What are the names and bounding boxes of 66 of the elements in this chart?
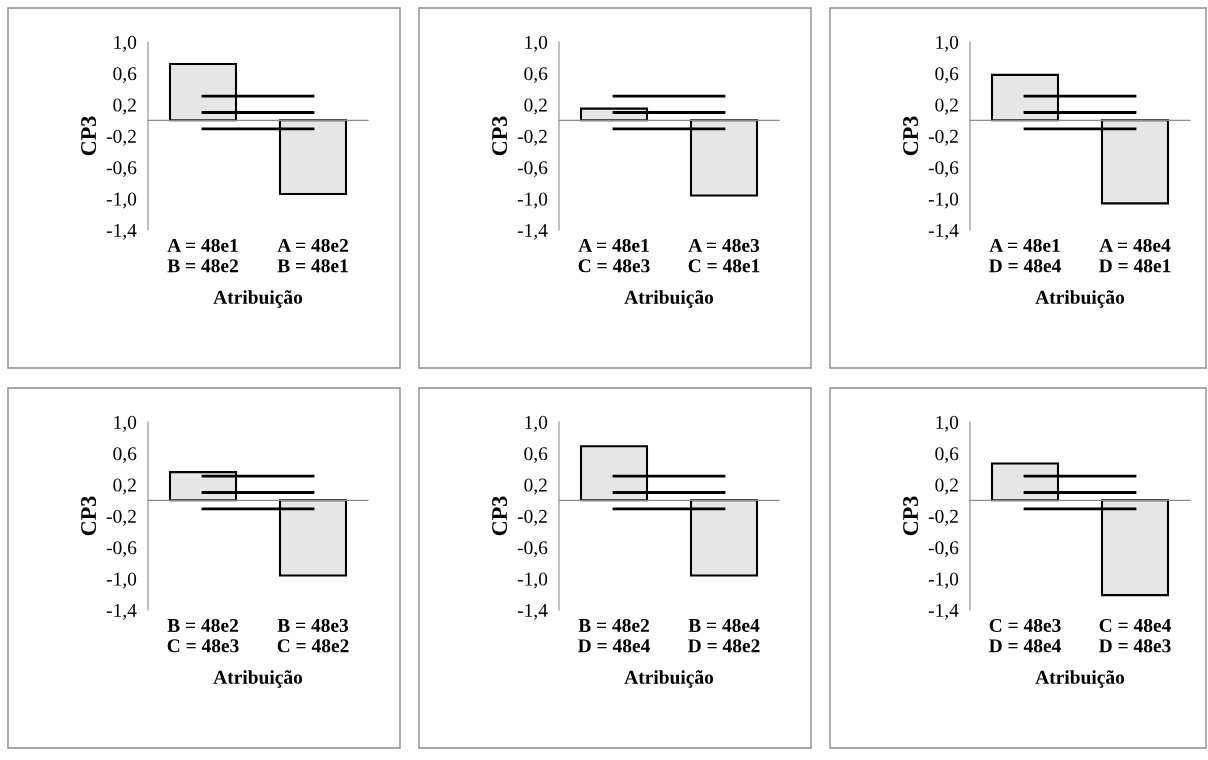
x-tick-label: B = 48e3 C = 48e2 bbox=[277, 618, 349, 653]
x-tick-label: C = 48e4 D = 48e3 bbox=[1099, 618, 1171, 653]
y-tick-label: -0,6 bbox=[106, 541, 137, 558]
y-tick-label: -0,2 bbox=[928, 129, 958, 146]
y-tick-label: -1,0 bbox=[106, 572, 137, 589]
x-tick-label: A = 48e3 C = 48e1 bbox=[688, 238, 760, 273]
y-axis-title: CP3 bbox=[903, 116, 919, 156]
y-tick-label: -1,0 bbox=[106, 192, 137, 209]
y-tick-label: 1,0 bbox=[936, 415, 959, 432]
y-tick-label: -1,4 bbox=[928, 223, 959, 240]
y-tick-label: -1,0 bbox=[517, 572, 548, 589]
x-tick-label: B = 48e2 C = 48e3 bbox=[167, 618, 239, 653]
y-tick-label: 1,0 bbox=[525, 35, 548, 52]
x-axis-title: Atribuição bbox=[1035, 290, 1125, 308]
x-axis-title: Atribuição bbox=[213, 670, 303, 688]
y-axis-title: CP3 bbox=[81, 116, 97, 156]
y-tick-label: 1,0 bbox=[114, 415, 137, 432]
y-tick-label: 0,2 bbox=[113, 478, 136, 495]
y-tick-label: 0,2 bbox=[113, 98, 136, 115]
x-tick-label: B = 48e4 D = 48e2 bbox=[688, 618, 760, 653]
y-tick-label: -0,6 bbox=[928, 541, 959, 558]
y-tick-label: -0,2 bbox=[928, 509, 958, 526]
x-axis-title: Atribuição bbox=[1035, 670, 1125, 688]
y-tick-label: -0,6 bbox=[517, 541, 548, 558]
x-tick-label: B = 48e2 D = 48e4 bbox=[578, 618, 650, 653]
x-axis-title: Atribuição bbox=[624, 290, 714, 308]
y-tick-label: -1,4 bbox=[517, 603, 548, 620]
x-tick-label: C = 48e3 D = 48e4 bbox=[989, 618, 1061, 653]
y-tick-label: 0,6 bbox=[113, 447, 137, 464]
y-tick-label: 0,6 bbox=[935, 67, 959, 84]
y-tick-label: 1,0 bbox=[114, 35, 137, 52]
y-tick-label: -0,6 bbox=[928, 161, 959, 178]
y-tick-label: -0,6 bbox=[517, 161, 548, 178]
y-tick-label: 0,2 bbox=[524, 98, 547, 115]
y-tick-label: -1,0 bbox=[928, 192, 959, 209]
y-tick-label: 0,6 bbox=[935, 447, 959, 464]
y-axis-title: CP3 bbox=[492, 496, 508, 536]
x-tick-label: A = 48e1 B = 48e2 bbox=[167, 238, 238, 273]
y-tick-label: -0,2 bbox=[517, 129, 547, 146]
x-tick-label: A = 48e4 D = 48e1 bbox=[1099, 238, 1171, 273]
y-tick-label: 0,6 bbox=[113, 67, 137, 84]
y-tick-label: -0,2 bbox=[106, 129, 136, 146]
y-tick-label: -0,6 bbox=[106, 161, 137, 178]
y-tick-label: -0,2 bbox=[517, 509, 547, 526]
x-tick-label: A = 48e1 C = 48e3 bbox=[578, 238, 650, 273]
x-axis-title: Atribuição bbox=[624, 670, 714, 688]
y-axis-title: CP3 bbox=[492, 116, 508, 156]
y-tick-label: 0,6 bbox=[524, 67, 548, 84]
y-tick-label: 0,2 bbox=[935, 478, 958, 495]
y-tick-label: -0,2 bbox=[106, 509, 136, 526]
y-tick-label: -1,0 bbox=[928, 572, 959, 589]
x-tick-label: A = 48e2 B = 48e1 bbox=[277, 238, 348, 273]
y-tick-label: 1,0 bbox=[525, 415, 548, 432]
y-tick-label: -1,4 bbox=[106, 223, 137, 240]
y-tick-label: -1,4 bbox=[106, 603, 137, 620]
x-tick-label: A = 48e1 D = 48e4 bbox=[989, 238, 1061, 273]
y-tick-label: 0,2 bbox=[524, 478, 547, 495]
y-tick-label: 0,6 bbox=[524, 447, 548, 464]
x-axis-title: Atribuição bbox=[213, 290, 303, 308]
y-tick-label: -1,0 bbox=[517, 192, 548, 209]
y-tick-label: -1,4 bbox=[517, 223, 548, 240]
y-axis-title: CP3 bbox=[903, 496, 919, 536]
y-tick-label: 1,0 bbox=[936, 35, 959, 52]
y-tick-label: -1,4 bbox=[928, 603, 959, 620]
y-tick-label: 0,2 bbox=[935, 98, 958, 115]
y-axis-title: CP3 bbox=[81, 496, 97, 536]
